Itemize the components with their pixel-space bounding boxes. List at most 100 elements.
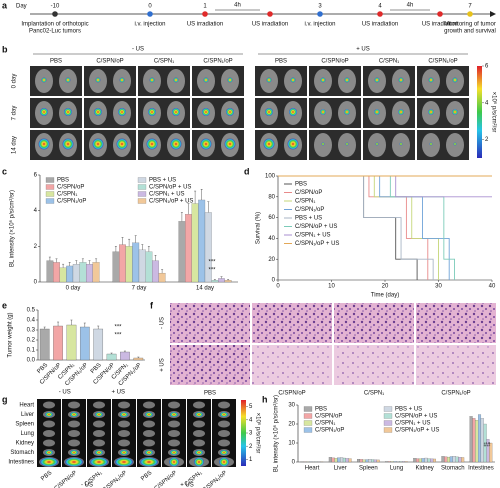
legend-label: C/SPN/oP (315, 414, 342, 420)
event-label: US irradiation (252, 22, 288, 28)
significance-mark: *** (208, 260, 216, 266)
organ-label: Intestines (8, 460, 34, 466)
bioluminescence (320, 77, 326, 83)
colorbar-tick-label: 3 (249, 431, 253, 437)
bar (86, 264, 93, 283)
x-tick-label: 0 (276, 284, 280, 290)
x-tick-label: Intestines (468, 466, 494, 472)
event-label: Panc02-Luc tumors (29, 29, 81, 35)
event-label: US irradiation (362, 22, 398, 28)
organ-signal (195, 412, 203, 417)
organ-label: Spleen (15, 422, 34, 428)
bioluminescence (398, 109, 404, 115)
bar (79, 262, 87, 283)
legend-label: C/SPN₁ + US (295, 233, 331, 239)
bioluminescence (429, 142, 433, 146)
organ (168, 401, 180, 409)
bioluminescence (345, 142, 349, 146)
organ (143, 401, 155, 409)
bar (472, 418, 476, 463)
bioluminescence (94, 108, 102, 116)
column-label: PBS (40, 470, 53, 482)
timeline-marker (147, 11, 153, 17)
x-tick-label: 0 day (66, 286, 81, 292)
day-value: 3 (318, 4, 322, 10)
organ (193, 439, 205, 447)
timeline-marker (52, 11, 58, 17)
organ (218, 401, 230, 409)
significance-mark: ## (484, 443, 491, 449)
bar (328, 457, 332, 463)
bar (368, 459, 372, 463)
legend-swatch (383, 406, 393, 412)
row-label: 14 day (12, 136, 18, 154)
organ (43, 401, 55, 409)
legend-swatch (383, 427, 393, 433)
organ-signal (120, 412, 128, 417)
bioluminescence (453, 142, 457, 146)
bar (444, 456, 448, 463)
bar (39, 328, 50, 361)
bar (185, 214, 192, 283)
organ-signal (170, 450, 178, 455)
bar (475, 420, 479, 463)
x-tick-label: Stomach (441, 466, 465, 472)
bar (342, 457, 346, 463)
organ (168, 430, 180, 437)
bar (489, 442, 493, 463)
y-tick-label: 0.0 (27, 358, 36, 364)
bioluminescence (170, 138, 182, 150)
event-label: Monitoring of tumor (444, 22, 496, 28)
bar (362, 459, 366, 463)
organ-signal (145, 412, 153, 417)
colorbar-title: ×10⁶ p/s/cm²/sr (254, 413, 261, 454)
bar (112, 251, 120, 283)
bioluminescence (41, 77, 47, 83)
organ-signal (145, 450, 153, 455)
bar (191, 203, 199, 283)
colorbar-tick-label: 4 (249, 417, 253, 423)
bar (145, 251, 153, 283)
organ (193, 420, 205, 428)
bioluminescence (119, 77, 125, 83)
organ-signal (220, 412, 228, 417)
legend-label: PBS (57, 178, 69, 184)
bar (402, 461, 406, 463)
group-label: - US (81, 483, 93, 488)
organ (118, 439, 130, 447)
column-label: PBS (275, 59, 287, 65)
y-tick-label: 30 (288, 403, 295, 409)
bar (413, 458, 417, 463)
organ-signal (65, 457, 83, 467)
colorbar-tick-label: 6 (485, 64, 489, 70)
column-label: PBS (204, 391, 216, 397)
legend-swatch (137, 191, 147, 197)
organ (118, 420, 130, 428)
legend-label: C/SPN₁/oP (295, 207, 324, 213)
column-label: C/SPN/oP (96, 59, 123, 65)
bioluminescence (118, 108, 126, 116)
legend-label: C/SPN/oP + US (295, 224, 337, 230)
bar (158, 272, 166, 283)
panel-label: a (2, 0, 8, 10)
y-tick-label: 0 (272, 278, 276, 284)
organ (168, 420, 180, 428)
legend-label: C/SPN₁/oP (315, 428, 344, 434)
y-tick-label: 60 (268, 215, 275, 221)
legend-label: PBS + US (149, 178, 176, 184)
y-tick-label: 0.2 (27, 338, 36, 344)
bar (449, 456, 453, 463)
y-tick-label: 40 (268, 236, 275, 242)
y-tick-label: 0.3 (27, 328, 36, 334)
bar (178, 221, 186, 283)
organ-signal (95, 450, 103, 455)
colorbar-tick-label: 2 (485, 137, 489, 143)
bar (396, 461, 400, 463)
bar (461, 457, 465, 463)
organ (68, 439, 80, 447)
bar (452, 456, 456, 463)
day-value: 7 (468, 4, 472, 10)
interval-label: 4h (407, 3, 414, 9)
bar (424, 457, 428, 463)
colorbar-title: ×10⁶ p/s/cm²/sr (490, 92, 497, 133)
